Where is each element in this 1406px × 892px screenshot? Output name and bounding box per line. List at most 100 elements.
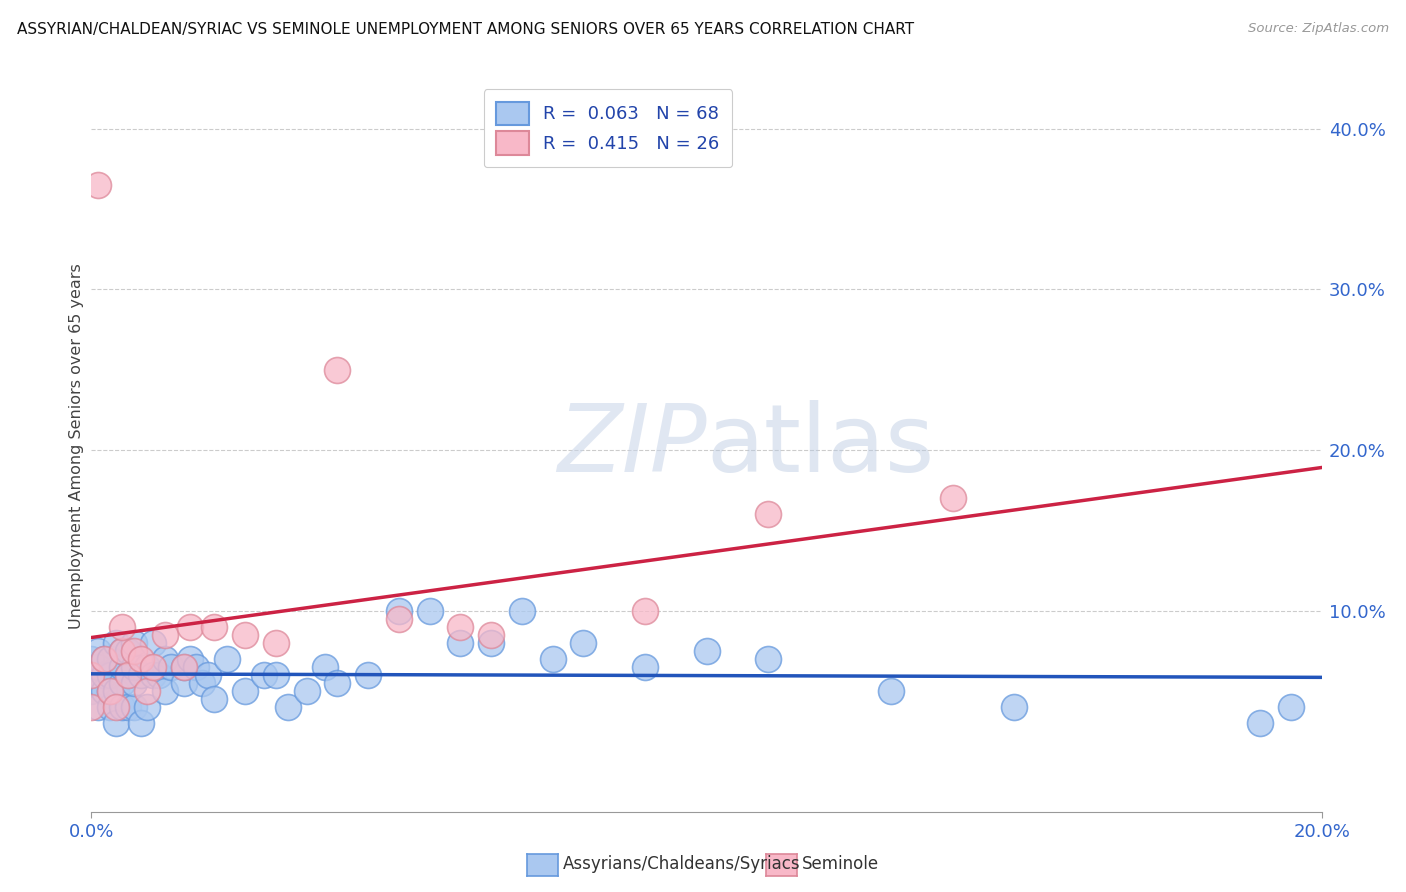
Point xyxy=(184,660,207,674)
Point xyxy=(93,652,115,666)
Point xyxy=(179,620,201,634)
Point xyxy=(86,644,108,658)
Y-axis label: Unemployment Among Seniors over 65 years: Unemployment Among Seniors over 65 years xyxy=(69,263,84,629)
Point xyxy=(80,652,103,666)
Point xyxy=(696,644,718,658)
Point xyxy=(86,700,108,714)
Point xyxy=(1279,700,1302,714)
Point xyxy=(129,716,152,731)
Point xyxy=(191,676,214,690)
Point xyxy=(111,700,134,714)
Point xyxy=(111,660,134,674)
Point xyxy=(135,700,157,714)
Text: ZIP: ZIP xyxy=(557,401,706,491)
Point xyxy=(572,636,595,650)
Point xyxy=(135,684,157,698)
Point xyxy=(142,668,165,682)
Point xyxy=(264,668,287,682)
Point xyxy=(124,676,146,690)
Point xyxy=(197,668,219,682)
Point xyxy=(1002,700,1025,714)
Point xyxy=(98,684,121,698)
Point xyxy=(80,684,103,698)
Point xyxy=(388,612,411,626)
Point xyxy=(541,652,564,666)
Point xyxy=(80,668,103,682)
Point xyxy=(479,636,502,650)
Point xyxy=(105,636,127,650)
Point xyxy=(233,628,256,642)
Point xyxy=(80,700,103,714)
Point xyxy=(479,628,502,642)
Text: atlas: atlas xyxy=(706,400,935,492)
Point xyxy=(98,700,121,714)
Legend: R =  0.063   N = 68, R =  0.415   N = 26: R = 0.063 N = 68, R = 0.415 N = 26 xyxy=(484,89,733,168)
Point xyxy=(634,660,657,674)
Point xyxy=(117,668,139,682)
Point xyxy=(173,676,195,690)
Point xyxy=(142,636,165,650)
Point xyxy=(314,660,336,674)
Point xyxy=(449,636,471,650)
Point xyxy=(1249,716,1271,731)
Point xyxy=(86,660,108,674)
Point xyxy=(98,684,121,698)
Point xyxy=(233,684,256,698)
Point xyxy=(129,652,152,666)
Point xyxy=(264,636,287,650)
Point xyxy=(105,700,127,714)
Point xyxy=(756,652,779,666)
Text: Assyrians/Chaldeans/Syriacs: Assyrians/Chaldeans/Syriacs xyxy=(562,855,800,873)
Point xyxy=(117,700,139,714)
Point xyxy=(105,684,127,698)
Point xyxy=(117,644,139,658)
Point xyxy=(129,668,152,682)
Point xyxy=(111,676,134,690)
Point xyxy=(326,362,349,376)
Point xyxy=(253,668,276,682)
Point xyxy=(148,668,170,682)
Point xyxy=(173,660,195,674)
Point xyxy=(202,692,225,706)
Point xyxy=(98,652,121,666)
Point xyxy=(80,668,103,682)
Text: ASSYRIAN/CHALDEAN/SYRIAC VS SEMINOLE UNEMPLOYMENT AMONG SENIORS OVER 65 YEARS CO: ASSYRIAN/CHALDEAN/SYRIAC VS SEMINOLE UNE… xyxy=(17,22,914,37)
Point xyxy=(277,700,299,714)
Point xyxy=(135,660,157,674)
Point xyxy=(124,660,146,674)
Point xyxy=(98,668,121,682)
Point xyxy=(93,684,115,698)
Point xyxy=(105,716,127,731)
Point xyxy=(153,628,177,642)
Point xyxy=(634,604,657,618)
Point xyxy=(449,620,471,634)
Point xyxy=(124,636,146,650)
Point xyxy=(153,652,177,666)
Point xyxy=(117,668,139,682)
Point xyxy=(111,644,134,658)
Point xyxy=(388,604,411,618)
Point xyxy=(111,620,134,634)
Point xyxy=(93,652,115,666)
Point xyxy=(111,644,134,658)
Point xyxy=(326,676,349,690)
Text: Source: ZipAtlas.com: Source: ZipAtlas.com xyxy=(1249,22,1389,36)
Point xyxy=(756,508,779,522)
Point xyxy=(419,604,441,618)
Point xyxy=(93,668,115,682)
Point xyxy=(142,660,165,674)
Point xyxy=(942,491,965,506)
Point xyxy=(880,684,903,698)
Point xyxy=(179,652,201,666)
Point xyxy=(215,652,238,666)
Point xyxy=(160,660,183,674)
Point xyxy=(202,620,225,634)
Point xyxy=(173,660,195,674)
Point xyxy=(295,684,318,698)
Point xyxy=(124,644,146,658)
Point xyxy=(357,668,380,682)
Point xyxy=(153,684,177,698)
Point xyxy=(510,604,533,618)
Point xyxy=(124,700,146,714)
Text: Seminole: Seminole xyxy=(801,855,879,873)
